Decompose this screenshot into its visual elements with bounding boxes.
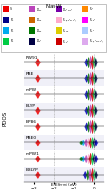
Text: P$_z$: P$_z$ <box>10 38 14 45</box>
Bar <box>3 17 9 23</box>
Bar <box>82 6 88 12</box>
Text: F$_{z^3}$: F$_{z^3}$ <box>89 5 95 13</box>
Bar <box>29 27 35 34</box>
Bar <box>29 38 35 45</box>
Text: P$_y$: P$_y$ <box>10 27 15 34</box>
Text: F$_{yz^2}$: F$_{yz^2}$ <box>62 38 69 45</box>
Bar <box>29 6 35 12</box>
Bar <box>56 6 62 12</box>
Text: F$_{x(x^2-3y^2)}$: F$_{x(x^2-3y^2)}$ <box>89 38 104 45</box>
Bar <box>82 27 88 34</box>
Bar <box>82 17 88 23</box>
Text: BLYP: BLYP <box>25 104 35 108</box>
Text: E-E$_{Fermi}$ (eV): E-E$_{Fermi}$ (eV) <box>50 181 78 189</box>
Bar <box>1 4 106 52</box>
Text: D$_{xz}$: D$_{xz}$ <box>36 27 43 35</box>
Text: Na$_{9}$W: Na$_{9}$W <box>45 2 63 11</box>
Text: PDOS: PDOS <box>3 111 8 126</box>
Text: P$_x$: P$_x$ <box>10 16 15 24</box>
Bar <box>56 38 62 45</box>
Text: F$_{xyz}$: F$_{xyz}$ <box>62 27 70 34</box>
Bar <box>3 38 9 45</box>
Text: PBE0: PBE0 <box>25 136 37 140</box>
Bar <box>29 17 35 23</box>
Text: F$_{xz^2}$: F$_{xz^2}$ <box>89 16 96 24</box>
Bar <box>56 27 62 34</box>
Text: S: S <box>10 7 12 11</box>
Text: D$_{xy}$: D$_{xy}$ <box>36 6 43 13</box>
Text: BP86: BP86 <box>25 120 37 124</box>
Bar <box>3 27 9 34</box>
Bar <box>82 38 88 45</box>
Text: PW91: PW91 <box>25 56 38 60</box>
Text: mPW1: mPW1 <box>25 152 39 156</box>
Text: D$_{z^2}$: D$_{z^2}$ <box>36 38 42 45</box>
Text: D$_{x^2-y^2}$: D$_{x^2-y^2}$ <box>62 6 74 13</box>
Text: D$_{yz}$: D$_{yz}$ <box>36 16 43 23</box>
Text: F$_{x^3}$: F$_{x^3}$ <box>89 27 95 35</box>
Text: PBE: PBE <box>25 72 34 76</box>
Text: F$_{y(3x^2-y^2)}$: F$_{y(3x^2-y^2)}$ <box>62 16 78 24</box>
Text: B3LYP: B3LYP <box>25 168 38 172</box>
Text: mPW: mPW <box>25 88 37 92</box>
Bar <box>3 6 9 12</box>
Bar <box>56 17 62 23</box>
